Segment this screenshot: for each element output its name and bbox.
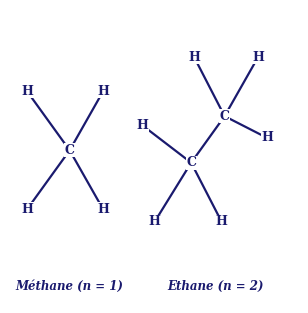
Text: H: H (97, 85, 109, 98)
Text: Ethane (n = 2): Ethane (n = 2) (167, 280, 264, 293)
Text: H: H (149, 215, 161, 228)
Text: H: H (97, 203, 109, 216)
Text: H: H (188, 51, 200, 64)
Text: H: H (252, 51, 264, 64)
Text: H: H (21, 203, 33, 216)
Text: H: H (261, 131, 273, 144)
Text: H: H (216, 215, 228, 228)
Text: H: H (21, 85, 33, 98)
Text: H: H (137, 119, 148, 132)
Text: C: C (186, 156, 196, 169)
Text: Méthane (n = 1): Méthane (n = 1) (16, 280, 124, 293)
Text: C: C (220, 110, 229, 123)
Text: C: C (65, 144, 75, 157)
